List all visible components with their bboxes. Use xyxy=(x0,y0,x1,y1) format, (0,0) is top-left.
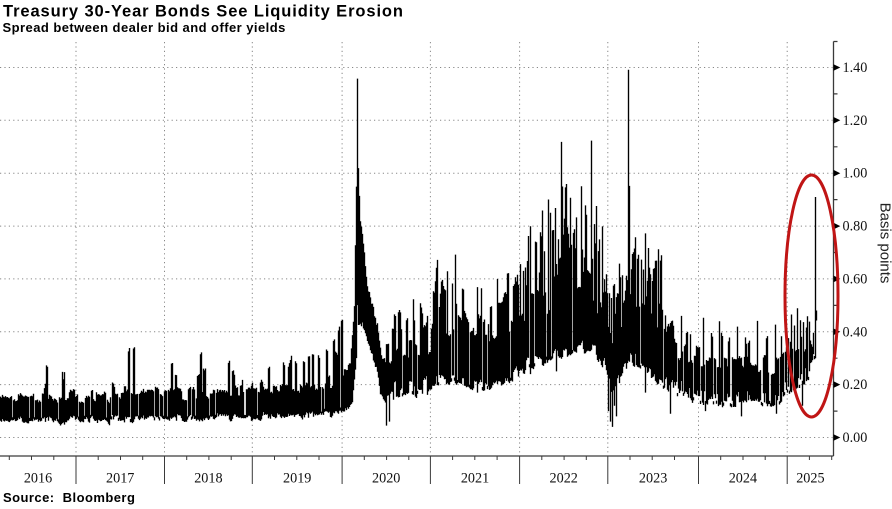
svg-text:0.60: 0.60 xyxy=(843,271,868,287)
svg-text:0.20: 0.20 xyxy=(843,377,868,393)
svg-text:2017: 2017 xyxy=(106,471,134,487)
svg-text:1.00: 1.00 xyxy=(843,166,868,182)
svg-text:Treasury 30-Year Bonds See Liq: Treasury 30-Year Bonds See Liquidity Ero… xyxy=(3,3,404,21)
svg-text:2018: 2018 xyxy=(194,471,222,487)
svg-text:2024: 2024 xyxy=(729,471,757,487)
svg-text:Source: Bloomberg: Source: Bloomberg xyxy=(3,490,135,505)
svg-text:Spread between dealer bid and: Spread between dealer bid and offer yiel… xyxy=(3,20,286,35)
svg-text:1.20: 1.20 xyxy=(843,113,868,129)
svg-text:Basis points: Basis points xyxy=(877,203,892,284)
svg-text:2019: 2019 xyxy=(283,471,311,487)
svg-text:0.80: 0.80 xyxy=(843,219,868,235)
svg-text:1.40: 1.40 xyxy=(843,60,868,76)
svg-text:0.40: 0.40 xyxy=(843,324,868,340)
svg-text:2025: 2025 xyxy=(796,471,824,487)
svg-text:2023: 2023 xyxy=(639,471,667,487)
svg-text:2016: 2016 xyxy=(24,471,52,487)
svg-text:0.00: 0.00 xyxy=(843,430,868,446)
svg-text:2020: 2020 xyxy=(372,471,400,487)
svg-text:2021: 2021 xyxy=(461,471,489,487)
svg-text:2022: 2022 xyxy=(550,471,578,487)
